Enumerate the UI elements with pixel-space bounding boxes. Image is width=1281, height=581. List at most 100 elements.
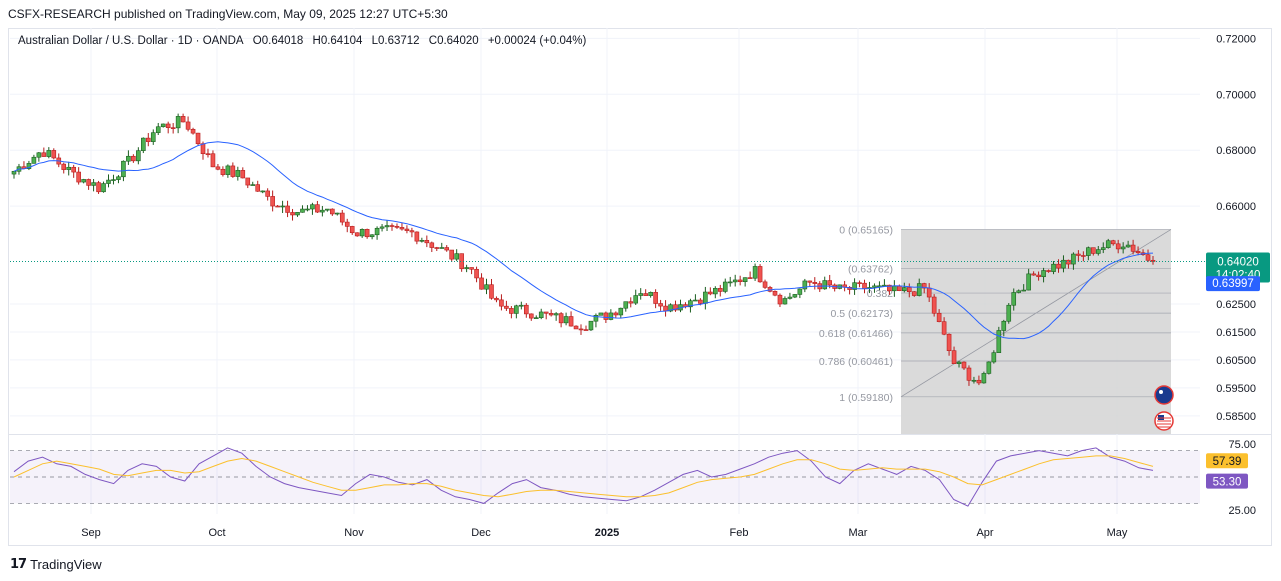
- candle: [434, 246, 440, 252]
- candle: [190, 127, 196, 135]
- candle: [235, 166, 241, 181]
- candle-body: [583, 329, 589, 331]
- candle: [464, 264, 469, 273]
- candle-body: [578, 328, 584, 331]
- candle: [459, 253, 464, 272]
- candle: [976, 375, 982, 386]
- price-tick-label: 0.61500: [1216, 327, 1256, 339]
- candle: [1056, 259, 1061, 273]
- candle: [588, 320, 594, 332]
- candle-body: [1031, 273, 1036, 276]
- candle: [429, 241, 435, 253]
- candle: [349, 225, 355, 235]
- candle: [742, 277, 748, 287]
- candle-body: [658, 303, 663, 307]
- candle-body: [444, 247, 450, 251]
- candle: [136, 147, 141, 165]
- candle-body: [419, 240, 425, 242]
- candle: [996, 326, 1002, 353]
- candle-body: [872, 285, 877, 288]
- fibonacci-level-label: 0.618 (0.61466): [819, 328, 893, 340]
- candle-body: [300, 208, 305, 213]
- price-tick-label: 0.58500: [1216, 411, 1256, 423]
- candle-body: [713, 288, 718, 295]
- tradingview-logo[interactable]: 𝟭𝟳 TradingView: [10, 556, 102, 572]
- candle-body: [399, 227, 405, 230]
- candle: [399, 222, 405, 231]
- candle-body: [911, 291, 917, 296]
- publisher-header: CSFX-RESEARCH published on TradingView.c…: [8, 7, 448, 21]
- candle-body: [991, 352, 997, 363]
- candle: [623, 301, 629, 312]
- candle: [26, 160, 32, 171]
- candle: [76, 167, 81, 185]
- candle-body: [136, 150, 141, 162]
- candle-body: [1130, 244, 1136, 252]
- candle: [334, 212, 340, 216]
- candle: [643, 289, 648, 296]
- candle-body: [404, 228, 410, 231]
- candle-body: [618, 307, 624, 316]
- candle-body: [424, 240, 430, 244]
- candle: [807, 280, 813, 286]
- candle-body: [111, 179, 116, 181]
- candle: [290, 208, 295, 221]
- candle: [1095, 246, 1101, 256]
- candle-body: [275, 205, 280, 208]
- candle: [484, 278, 489, 295]
- candle: [548, 309, 554, 317]
- symbol-legend[interactable]: Australian Dollar / U.S. Dollar · 1D · O…: [18, 35, 592, 47]
- candle: [300, 205, 305, 213]
- candle-body: [976, 379, 982, 384]
- candle: [315, 200, 320, 213]
- candle-body: [220, 168, 226, 175]
- candle: [787, 292, 793, 300]
- candle: [61, 162, 67, 174]
- candle-body: [693, 299, 698, 302]
- candle: [265, 188, 270, 201]
- candle-body: [553, 313, 559, 316]
- candle-body: [434, 247, 440, 249]
- candle: [524, 303, 529, 318]
- candle-body: [1100, 247, 1106, 250]
- candle: [941, 317, 947, 336]
- candle: [633, 289, 639, 305]
- candle: [240, 167, 246, 179]
- candle: [185, 116, 191, 132]
- candle: [578, 324, 584, 335]
- candle: [489, 278, 494, 300]
- candle-body: [369, 234, 375, 238]
- candle-body: [131, 155, 136, 162]
- candle-body: [931, 296, 937, 314]
- tradingview-brand: TradingView: [30, 556, 102, 572]
- candle-body: [966, 367, 972, 381]
- candle-body: [1071, 253, 1076, 265]
- candle: [1110, 239, 1116, 246]
- candle: [275, 205, 280, 208]
- candle-body: [1011, 292, 1017, 306]
- candle-body: [782, 298, 788, 305]
- candle: [792, 294, 798, 299]
- candle-body: [673, 304, 678, 311]
- candle: [986, 361, 992, 375]
- candle-body: [51, 150, 57, 159]
- candle: [553, 312, 559, 321]
- candle-body: [145, 137, 151, 142]
- candle-body: [245, 177, 251, 186]
- candle: [150, 129, 156, 145]
- candle-body: [668, 304, 673, 312]
- candle: [678, 299, 683, 313]
- candle: [469, 267, 474, 275]
- candle: [374, 226, 380, 240]
- candle: [618, 307, 624, 319]
- candle: [802, 278, 808, 293]
- candle: [653, 289, 658, 309]
- candle-body: [116, 176, 121, 180]
- candle: [752, 263, 758, 281]
- candle-body: [633, 295, 639, 304]
- candlestick-series: [11, 113, 1156, 386]
- candle-body: [106, 179, 111, 184]
- candle-body: [926, 287, 932, 298]
- candle-body: [777, 294, 783, 305]
